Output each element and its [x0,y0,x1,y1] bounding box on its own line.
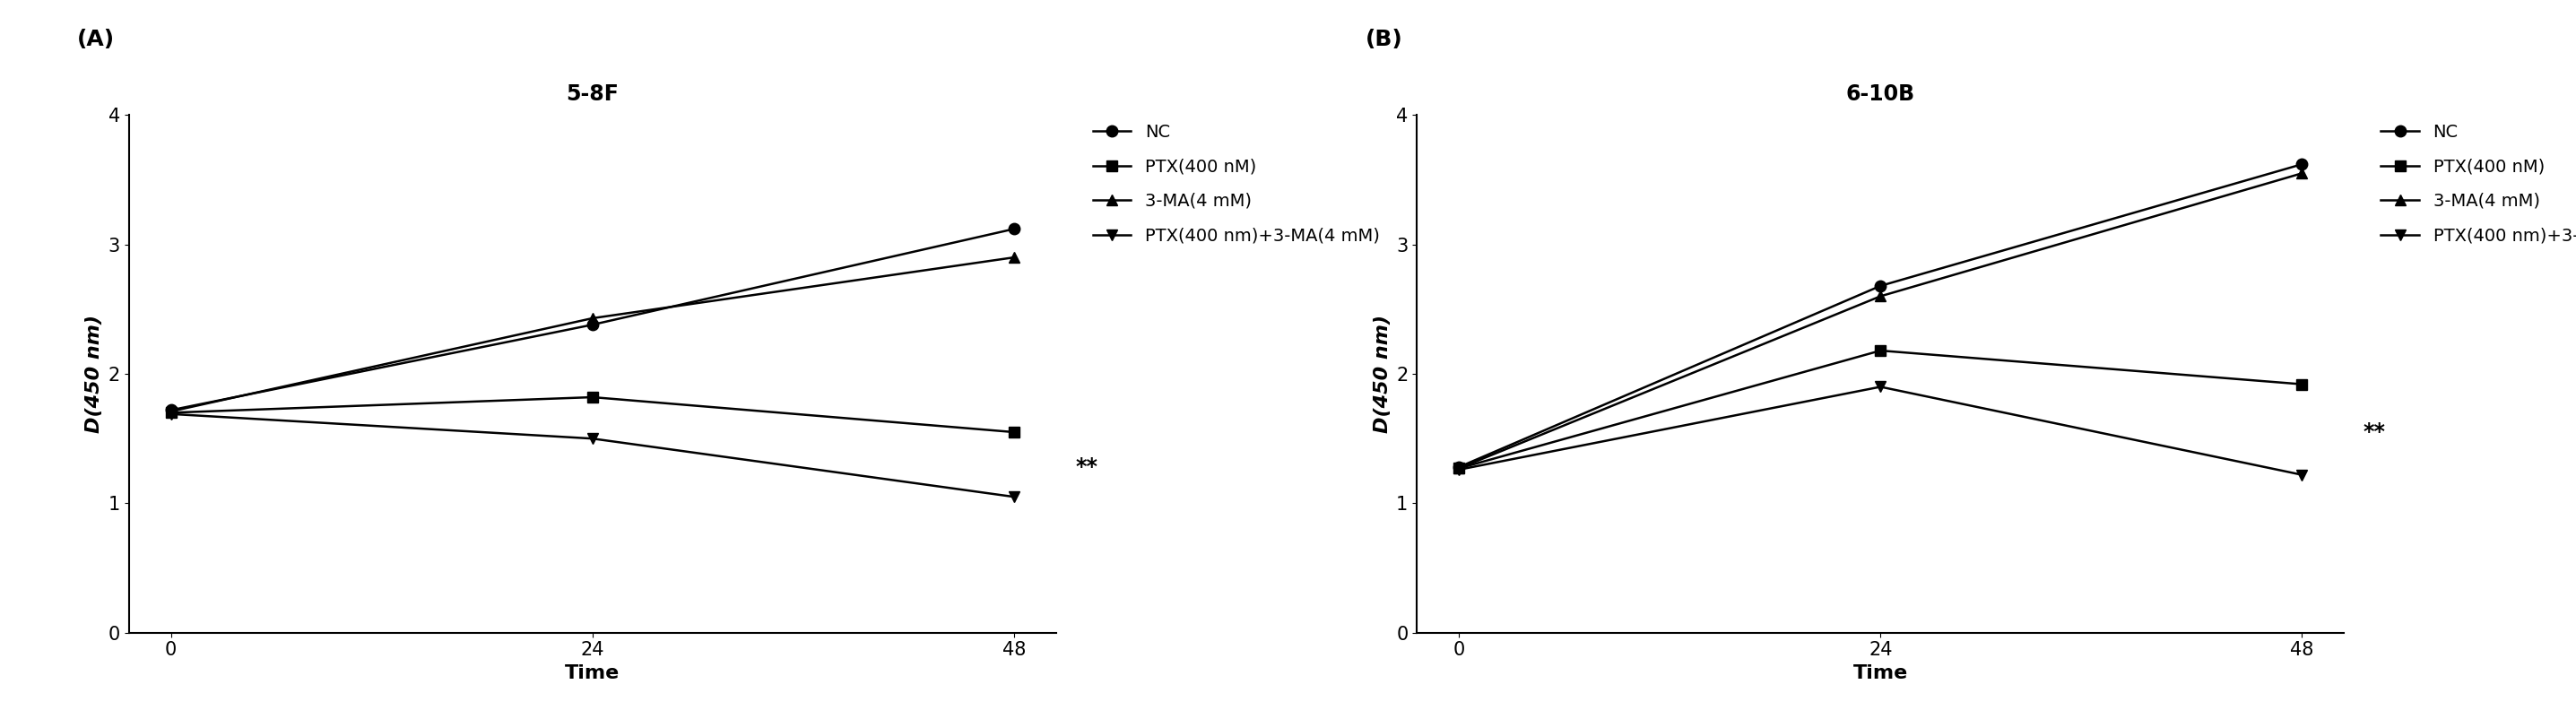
Legend: NC, PTX(400 nM), 3-MA(4 mM), PTX(400 nm)+3-MA(4 mM): NC, PTX(400 nM), 3-MA(4 mM), PTX(400 nm)… [2380,124,2576,244]
Y-axis label: D(450 nm): D(450 nm) [85,315,103,433]
Title: 6-10B: 6-10B [1847,83,1914,104]
Text: **: ** [2365,421,2385,443]
Text: **: ** [1074,457,1097,478]
X-axis label: Time: Time [564,664,621,682]
Legend: NC, PTX(400 nM), 3-MA(4 mM), PTX(400 nm)+3-MA(4 mM): NC, PTX(400 nM), 3-MA(4 mM), PTX(400 nm)… [1092,124,1381,244]
Y-axis label: D(450 nm): D(450 nm) [1373,315,1391,433]
Text: (B): (B) [1365,29,1404,50]
X-axis label: Time: Time [1852,664,1909,682]
Text: (A): (A) [77,29,116,50]
Title: 5-8F: 5-8F [567,83,618,104]
